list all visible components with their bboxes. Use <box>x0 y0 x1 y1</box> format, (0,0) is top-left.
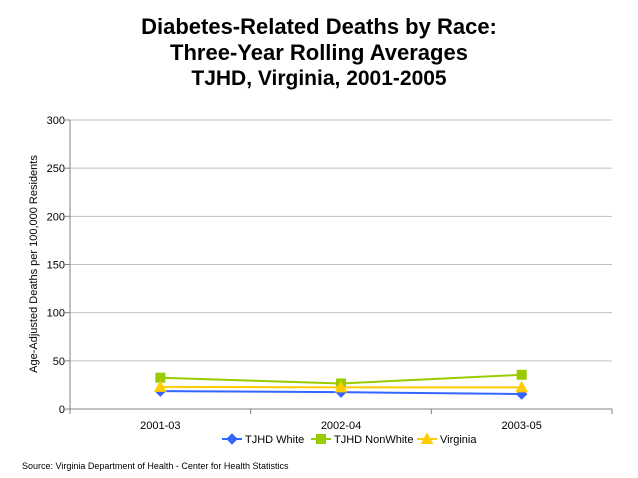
series <box>153 369 529 400</box>
x-tick-label: 2003-05 <box>501 420 541 432</box>
y-tick-label: 100 <box>47 308 65 320</box>
chart-title-line-3: TJHD, Virginia, 2001-2005 <box>191 67 447 90</box>
source-note: Source: Virginia Department of Health - … <box>22 461 289 471</box>
legend-swatch-marker <box>420 432 434 444</box>
data-point-virginia <box>153 380 167 392</box>
chart-title-line-2: Three-Year Rolling Averages <box>170 40 468 65</box>
legend-swatch-marker <box>316 434 326 444</box>
y-tick-label: 150 <box>47 260 65 272</box>
series-virginia <box>153 380 529 393</box>
tick-labels: 0 50 100 150 200 250 300 2001-03 2002-04 2003-05 <box>47 115 542 432</box>
legend-item-tjhd-nonwhite: TJHD NonWhite <box>311 434 413 446</box>
y-tick-label: 300 <box>47 115 65 127</box>
gridlines <box>70 119 612 362</box>
x-tick-label: 2002-04 <box>321 420 361 432</box>
x-tick-label: 2001-03 <box>140 420 180 432</box>
y-tick-label: 50 <box>53 356 65 368</box>
legend-item-virginia: Virginia <box>417 432 477 446</box>
chart-title-line-1: Diabetes-Related Deaths by Race: <box>141 14 497 39</box>
y-axis-label: Age-Adjusted Deaths per 100,000 Resident… <box>28 155 40 373</box>
legend-label: Virginia <box>440 434 477 446</box>
y-tick-label: 0 <box>59 404 65 416</box>
data-point-virginia <box>515 380 529 393</box>
data-point-virginia <box>334 380 348 393</box>
legend: TJHD White TJHD NonWhite Virginia <box>218 431 477 447</box>
legend-swatch-marker <box>226 433 238 445</box>
data-point-tjhd-nonwhite <box>516 369 527 380</box>
legend-label: TJHD White <box>245 434 304 446</box>
y-tick-label: 250 <box>47 163 65 175</box>
chart-title: Diabetes-Related Deaths by Race: Three-Y… <box>0 14 638 92</box>
legend-item-tjhd-white: TJHD White <box>222 433 304 446</box>
y-tick-label: 200 <box>47 211 65 223</box>
axes <box>65 119 613 414</box>
legend-label: TJHD NonWhite <box>334 434 413 446</box>
legend-box <box>218 431 467 447</box>
